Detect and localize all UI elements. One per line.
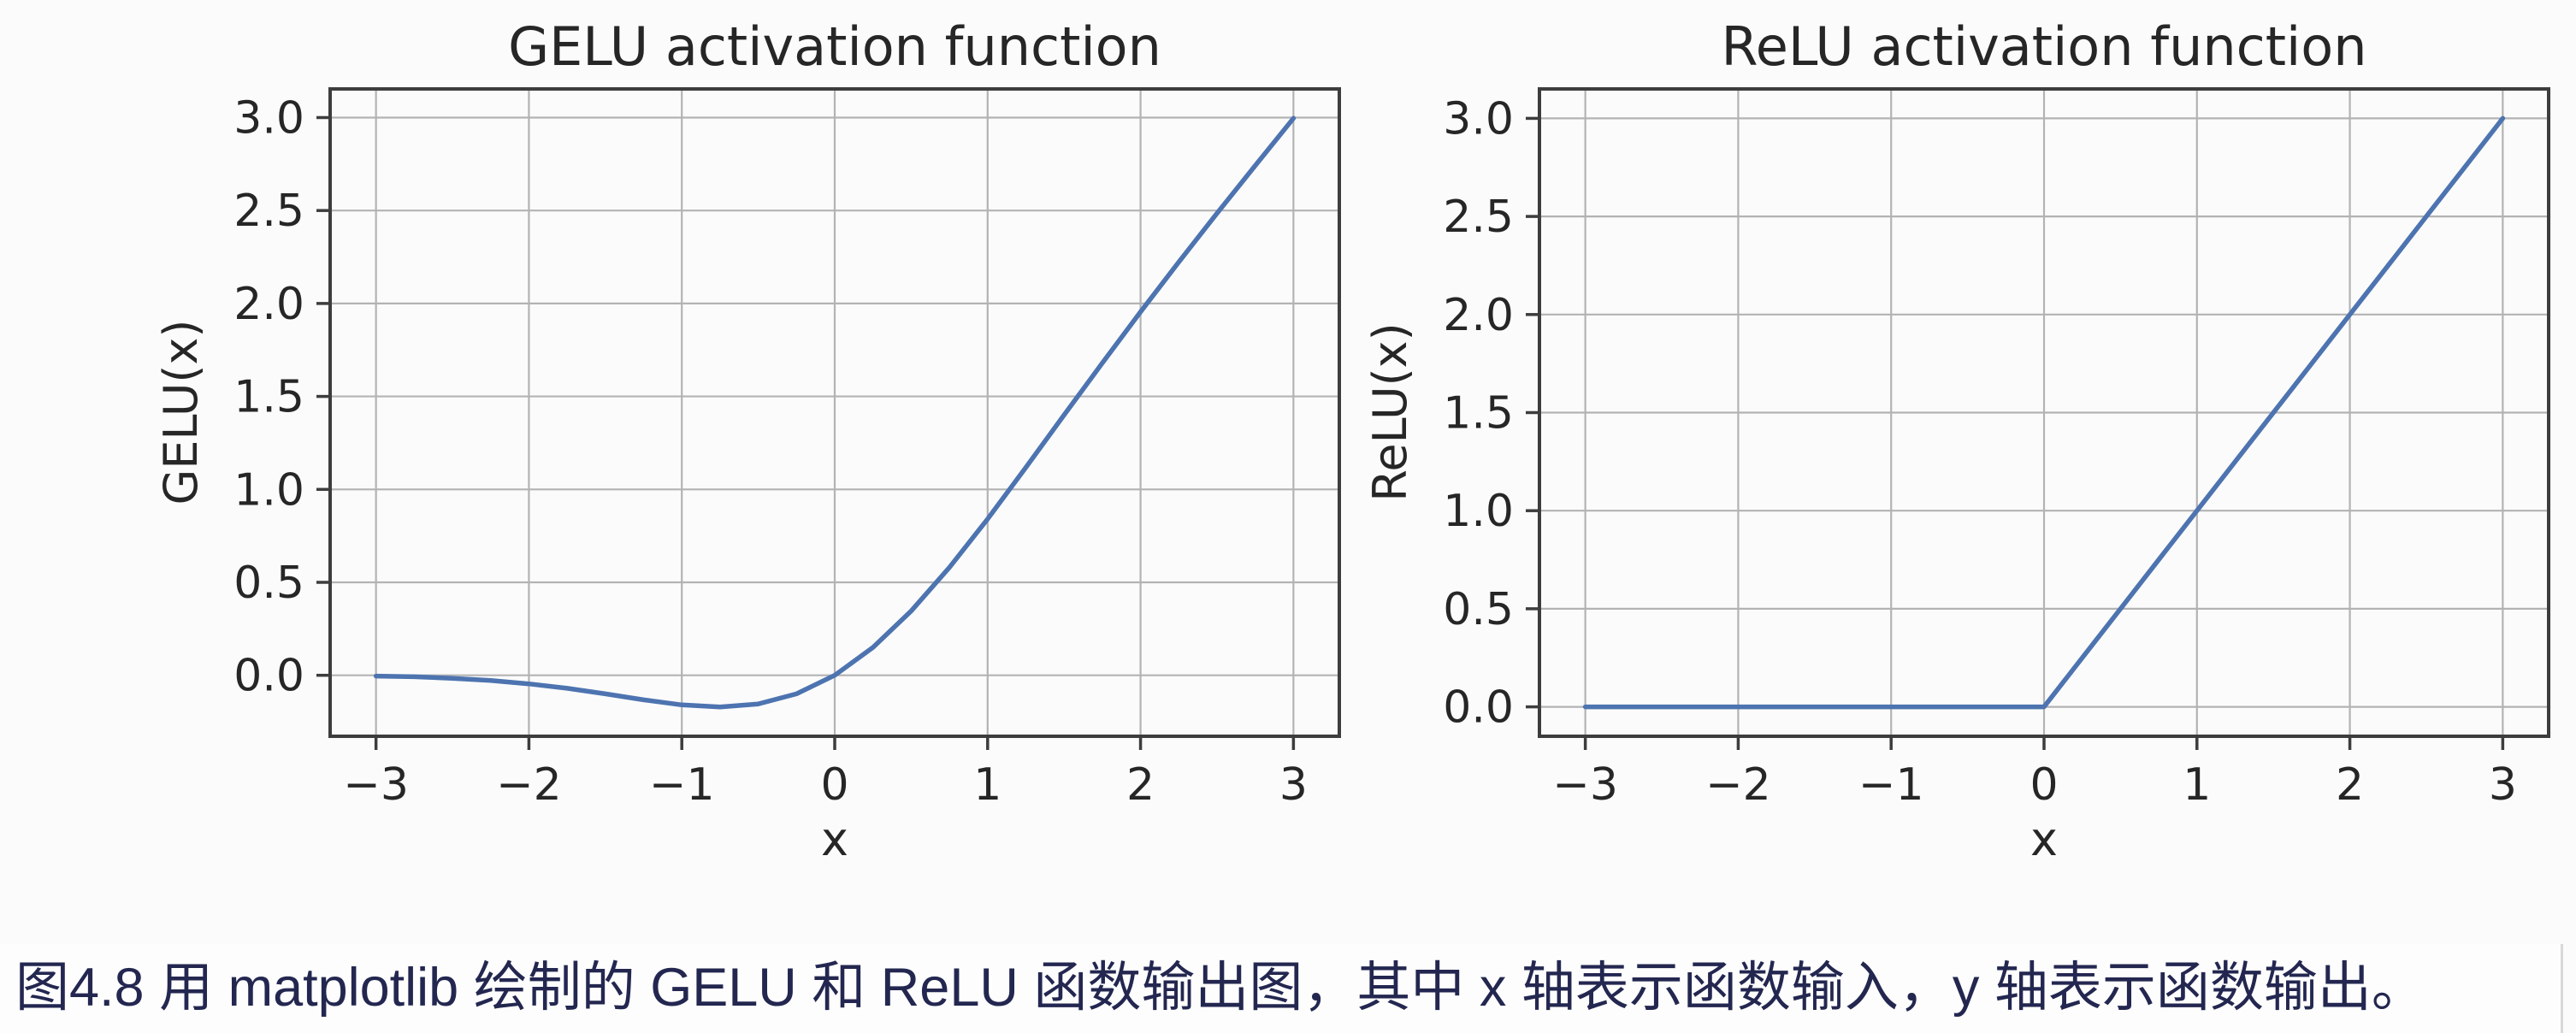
- chart: −3 −2 −1 0 1 2 3 0.0 0.5 1.0 1.5 2.0 2.5 3.0 ReLU ac…: [1363, 15, 2550, 866]
- y-tick-label: 2.5: [233, 186, 304, 237]
- x-tick-label: 3: [1279, 759, 1308, 811]
- chart: −3 −2 −1 0 1 2 3 0.0 0.5 1.0 1.5 2.0 2.5 3.0 GELU ac…: [154, 15, 1341, 866]
- y-tick-label: 0.0: [233, 651, 304, 702]
- tick-marks: [1526, 116, 2505, 750]
- y-tick-label: 1.0: [1443, 486, 1514, 537]
- activation-figure: −3 −2 −1 0 1 2 3 0.0 0.5 1.0 1.5 2.0 2.5 3.0 GELU ac…: [154, 15, 2550, 866]
- y-tick-labels: 0.0 0.5 1.0 1.5 2.0 2.5 3.0: [233, 92, 304, 701]
- y-tick-label: 1.5: [1443, 388, 1514, 440]
- x-tick-label: −1: [1858, 759, 1924, 811]
- y-tick-label: 3.0: [1443, 93, 1514, 145]
- tick-marks: [316, 115, 1296, 750]
- caption-strip: [0, 944, 2563, 1033]
- x-tick-label: −2: [1705, 759, 1771, 811]
- y-axis-label: ReLU(x): [1363, 322, 1417, 501]
- x-tick-label: 2: [2336, 759, 2364, 811]
- gridlines: [1539, 89, 2549, 736]
- plot-frame: [1538, 87, 2550, 738]
- y-tick-label: 0.5: [1443, 584, 1514, 635]
- x-tick-label: 2: [1126, 759, 1155, 811]
- figure-caption: 图4.8 用 matplotlib 绘制的 GELU 和 ReLU 函数输出图，…: [15, 958, 2425, 1018]
- y-tick-label: 1.5: [233, 372, 304, 423]
- y-tick-label: 1.0: [233, 464, 304, 516]
- gelu-curve: [373, 115, 1297, 710]
- chart-title: ReLU activation function: [1721, 15, 2366, 78]
- x-tick-labels: −3 −2 −1 0 1 2 3: [343, 759, 1308, 811]
- x-axis-label: x: [2030, 812, 2058, 866]
- x-tick-label: −3: [1552, 759, 1618, 811]
- chart-title: GELU activation function: [508, 15, 1161, 78]
- gridlines: [330, 89, 1339, 736]
- y-tick-label: 2.0: [1443, 290, 1514, 341]
- y-tick-label: 2.0: [233, 279, 304, 330]
- x-tick-label: 1: [973, 759, 1001, 811]
- x-tick-label: 0: [820, 759, 848, 811]
- x-tick-label: −3: [343, 759, 409, 811]
- x-tick-label: 1: [2183, 759, 2211, 811]
- x-tick-label: 3: [2489, 759, 2517, 811]
- plot-frame: [328, 87, 1341, 738]
- x-tick-label: −2: [496, 759, 562, 811]
- x-tick-labels: −3 −2 −1 0 1 2 3: [1552, 759, 2517, 811]
- y-tick-label: 0.0: [1443, 682, 1514, 734]
- relu-curve: [1582, 115, 2506, 710]
- y-tick-label: 2.5: [1443, 192, 1514, 243]
- x-tick-label: 0: [2029, 759, 2058, 811]
- x-axis-label: x: [821, 812, 848, 866]
- y-axis-label: GELU(x): [154, 320, 208, 505]
- y-tick-label: 0.5: [233, 558, 304, 609]
- y-tick-label: 3.0: [233, 92, 304, 144]
- x-tick-label: −1: [649, 759, 715, 811]
- y-tick-labels: 0.0 0.5 1.0 1.5 2.0 2.5 3.0: [1443, 93, 1514, 733]
